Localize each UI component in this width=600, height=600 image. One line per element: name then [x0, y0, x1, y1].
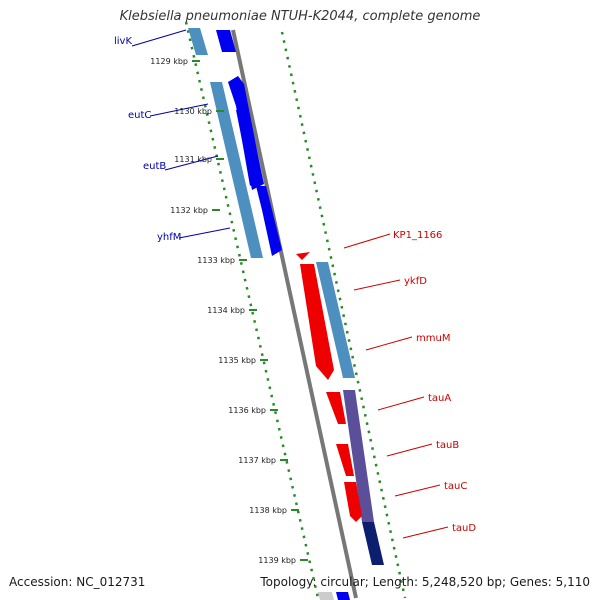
gene-label-livK: livK: [114, 36, 132, 47]
backbone-layer: [231, 29, 358, 599]
scale-tick-label: 1137 kbp: [238, 456, 276, 465]
scale-tick-label: 1139 kbp: [258, 556, 296, 565]
feature-bar-ykfD-mmuM: [316, 262, 355, 378]
accession-text: Accession: NC_012731: [9, 575, 146, 589]
cds-eutB-fill: [236, 110, 264, 190]
gene-leader-line: [386, 443, 433, 457]
gene-leader-line: [343, 233, 391, 249]
gene-label-yhfM: yhfM: [157, 232, 181, 243]
feature-bar-top-fragment: [188, 28, 208, 55]
gene-leader-line: [394, 484, 441, 497]
cds-tauB: [336, 444, 354, 476]
genome-backbone: [231, 29, 358, 599]
feature-bar-tauD: [362, 522, 384, 565]
gene-label-ykfD: ykfD: [404, 276, 427, 287]
scale-tick-label: 1135 kbp: [218, 356, 256, 365]
feature-bottom-fragment-grey: [318, 592, 334, 600]
gene-leader-line: [164, 155, 219, 171]
gene-label-tauB: tauB: [436, 440, 459, 451]
gene-leader-line: [149, 103, 209, 117]
gene-leader-line: [365, 336, 413, 351]
scale-tick-label: 1129 kbp: [150, 57, 188, 66]
outer-dotted-track: [280, 31, 407, 599]
gene-label-mmuM: mmuM: [416, 333, 450, 344]
feature-bar-eut: [210, 82, 263, 258]
gene-label-eutB: eutB: [143, 161, 166, 172]
scale-tick-label: 1134 kbp: [207, 306, 245, 315]
cds-KP1_1166: [296, 252, 310, 260]
cds-yhfM: [256, 186, 282, 256]
gene-label-tauD: tauD: [452, 523, 476, 534]
feature-layer: [188, 28, 384, 600]
scale-ticks: 1129 kbp 1130 kbp 1131 kbp 1132 kbp 1133 kbp…: [150, 57, 308, 565]
gene-labels: livK eutC eutB yhfM KP1_1166 ykfD mmuM tauA tauB…: [114, 29, 476, 539]
scale-tick-label: 1138 kbp: [249, 506, 287, 515]
gene-leader-line: [178, 227, 231, 239]
scale-tick-label: 1132 kbp: [170, 206, 208, 215]
feature-bar-tau: [343, 390, 374, 522]
gene-label-KP1_1166: KP1_1166: [393, 230, 442, 241]
genome-title: Klebsiella pneumoniae NTUH-K2044, comple…: [119, 9, 481, 24]
genome-summary-text: Topology: circular; Length: 5,248,520 bp…: [260, 575, 590, 589]
cds-bottom-fragment: [336, 592, 350, 600]
gene-leader-line: [353, 279, 401, 291]
gene-leader-line: [131, 29, 187, 47]
scale-tick-label: 1131 kbp: [174, 155, 212, 164]
gene-leader-line: [402, 526, 449, 539]
gene-leader-line: [377, 396, 425, 411]
scale-tick-label: 1130 kbp: [174, 107, 212, 116]
cds-tauC: [344, 482, 362, 522]
dotted-tracks: [184, 21, 407, 599]
gene-label-tauC: tauC: [444, 481, 467, 492]
gene-label-eutC: eutC: [128, 110, 151, 121]
gene-label-tauA: tauA: [428, 393, 451, 404]
scale-tick-label: 1136 kbp: [228, 406, 266, 415]
scale-tick-label: 1133 kbp: [197, 256, 235, 265]
cds-tauA: [326, 392, 346, 424]
cds-top-fragment: [216, 30, 236, 52]
cds-ykfD-mmuM: [300, 264, 334, 380]
